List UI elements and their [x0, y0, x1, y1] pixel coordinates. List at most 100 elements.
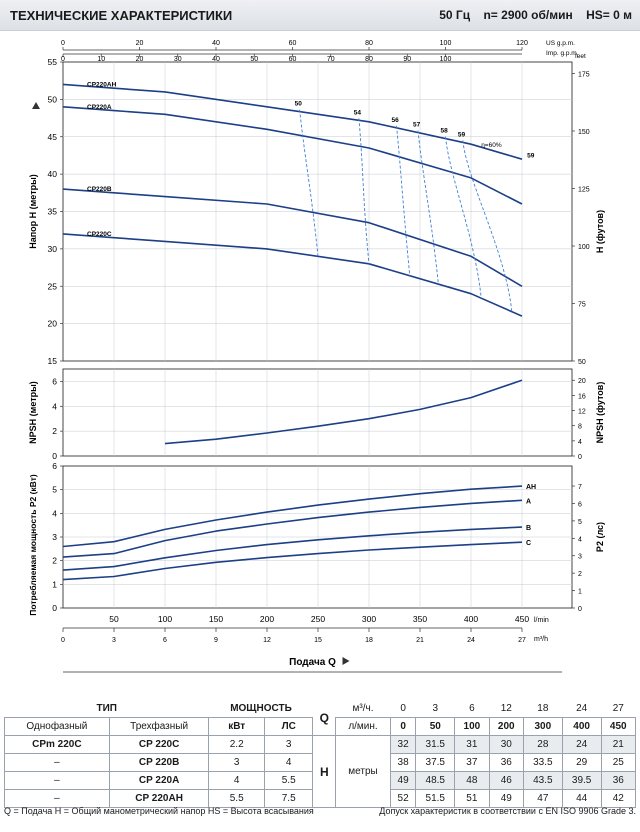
q-unit-m3h: м³/ч. [335, 700, 391, 718]
power-curve-c [62, 541, 523, 581]
power-y2tick-label: 1 [578, 589, 582, 596]
npsh-y2-title: NPSH (футов) [595, 382, 605, 444]
head-series-label: CP220C [87, 231, 112, 238]
power-ytick-label: 0 [52, 603, 57, 613]
table-subheader-row: Однофазный Трехфазный кВт ЛС л/мин. 0 50… [4, 717, 637, 736]
head-value: 21 [600, 735, 637, 754]
npsh-ytick-label: 2 [52, 426, 57, 436]
head-y2tick-label: 150 [578, 129, 590, 136]
y-axis-arrow-icon [32, 102, 40, 109]
page-title: ТЕХНИЧЕСКИЕ ХАРАКТЕРИСТИКИ [10, 8, 233, 23]
head-value: 25 [600, 753, 637, 772]
x-axis-title: Подача Q [289, 657, 336, 668]
npsh-curve-npsh [164, 379, 523, 445]
q-lmin-1: 50 [415, 717, 456, 736]
head-y2tick-label: 100 [578, 244, 590, 251]
header-bar: ТЕХНИЧЕСКИЕ ХАРАКТЕРИСТИКИ 50 Гц n= 2900… [0, 0, 640, 31]
power-curve-b [62, 526, 523, 571]
head-ytick-label: 25 [48, 281, 58, 291]
q-m3h-3: 12 [489, 700, 524, 718]
us-gpm-tick-label: 60 [289, 40, 297, 47]
lmin-tick-label: 200 [260, 614, 274, 624]
efficiency-label: 59 [458, 131, 466, 138]
power-ytick-label: 2 [52, 556, 57, 566]
head-y2tick-label: 75 [578, 302, 586, 309]
head-ytick-label: 20 [48, 319, 58, 329]
power-y2tick-label: 4 [578, 536, 582, 543]
head-ytick-label: 50 [48, 94, 58, 104]
q-lmin-0: 0 [389, 717, 417, 736]
head-series-label: CP220B [87, 186, 112, 193]
q-unit-lmin: л/мин. [335, 717, 391, 736]
power-series-label: A [526, 498, 531, 505]
head-value: 39.5 [561, 771, 602, 790]
three-phase-header: Трехфазный [108, 717, 210, 736]
head-ytick-label: 15 [48, 356, 58, 366]
npsh-y2tick-label: 0 [578, 454, 582, 461]
power-series-label: C [526, 540, 531, 547]
efficiency-max-label: η=60% [481, 142, 502, 149]
type-header: ТИП [4, 700, 209, 718]
table-header-row: ТИП МОЩНОСТЬ Q м³/ч. 0 3 6 12 18 24 27 [4, 700, 636, 736]
head-value: 38 [389, 753, 417, 772]
q-letter: Q [312, 700, 336, 736]
head-y2tick-label: 50 [578, 359, 586, 366]
q-lmin-5: 400 [561, 717, 602, 736]
power-y2tick-label: 2 [578, 571, 582, 578]
power-ytick-label: 5 [52, 485, 57, 495]
npsh-y2tick-label: 12 [578, 409, 586, 416]
q-m3h-6: 27 [601, 700, 636, 718]
npsh-y2tick-label: 8 [578, 424, 582, 431]
lmin-tick-label: 100 [158, 614, 172, 624]
power-ytick-label: 1 [52, 579, 57, 589]
head-y2tick-label: 125 [578, 187, 590, 194]
model-single: – [4, 771, 110, 790]
head-y2tick-label: 175 [578, 72, 590, 79]
frequency-label: 50 Гц [439, 8, 471, 22]
imp-gpm-tick-label: 50 [250, 56, 258, 63]
power-kw: 2.2 [208, 735, 265, 754]
kw-header: кВт [208, 717, 265, 736]
power-hp: 7.5 [263, 789, 314, 808]
lmin-tick-label: 150 [209, 614, 223, 624]
imp-gpm-tick-label: 60 [289, 56, 297, 63]
head-y2-title: H (футов) [595, 210, 605, 253]
q-lmin-2: 100 [454, 717, 490, 736]
power-y-title: Потребляемая мощность P2 (кВт) [28, 474, 38, 616]
head-value: 49 [488, 789, 524, 808]
power-hp: 4 [263, 753, 314, 772]
head-curve-cp220ah [62, 83, 523, 160]
head-value: 47 [522, 789, 563, 808]
efficiency-label: 57 [413, 122, 421, 129]
suction-height-label: HS= 0 м [586, 8, 632, 22]
efficiency-label: 50 [295, 101, 303, 108]
head-series-label: CP220AH [87, 81, 117, 88]
feet-unit-label: feet [575, 53, 586, 60]
lmin-tick-label: 350 [413, 614, 427, 624]
npsh-y-title: NPSH (метры) [28, 381, 38, 444]
m3h-tick-label: 15 [314, 637, 322, 644]
table-row: – CP 220A 4 5.5 49 48.5 48 46 43.5 39.5 … [4, 771, 637, 790]
head-series-label: CP220A [87, 104, 112, 111]
efficiency-line [445, 136, 482, 299]
q-lmin-3: 200 [488, 717, 524, 736]
pump-performance-chart: 0 20 40 60 80 100 120 US g.p.m.0 10 20 30 40 50 60 70 8… [28, 40, 605, 673]
head-value: 33.5 [522, 753, 563, 772]
speed-label: n= 2900 об/мин [483, 8, 573, 22]
us-gpm-tick-label: 100 [440, 40, 452, 47]
efficiency-line [462, 140, 513, 312]
imp-gpm-unit: Imp. g.p.m. [546, 50, 579, 57]
efficiency-line [358, 118, 370, 264]
head-value: 48 [454, 771, 490, 790]
power-ytick-label: 6 [52, 461, 57, 471]
head-y-title: Напор H (метры) [28, 174, 38, 249]
power-ytick-label: 3 [52, 532, 57, 542]
m3h-tick-label: 0 [61, 637, 65, 644]
m3h-unit: m³/h [534, 636, 548, 643]
head-value: 36 [488, 753, 524, 772]
head-value: 52 [389, 789, 417, 808]
npsh-y2tick-label: 20 [578, 378, 586, 385]
efficiency-label: 56 [392, 117, 400, 124]
head-value: 31.5 [415, 735, 456, 754]
head-value: 36 [600, 771, 637, 790]
